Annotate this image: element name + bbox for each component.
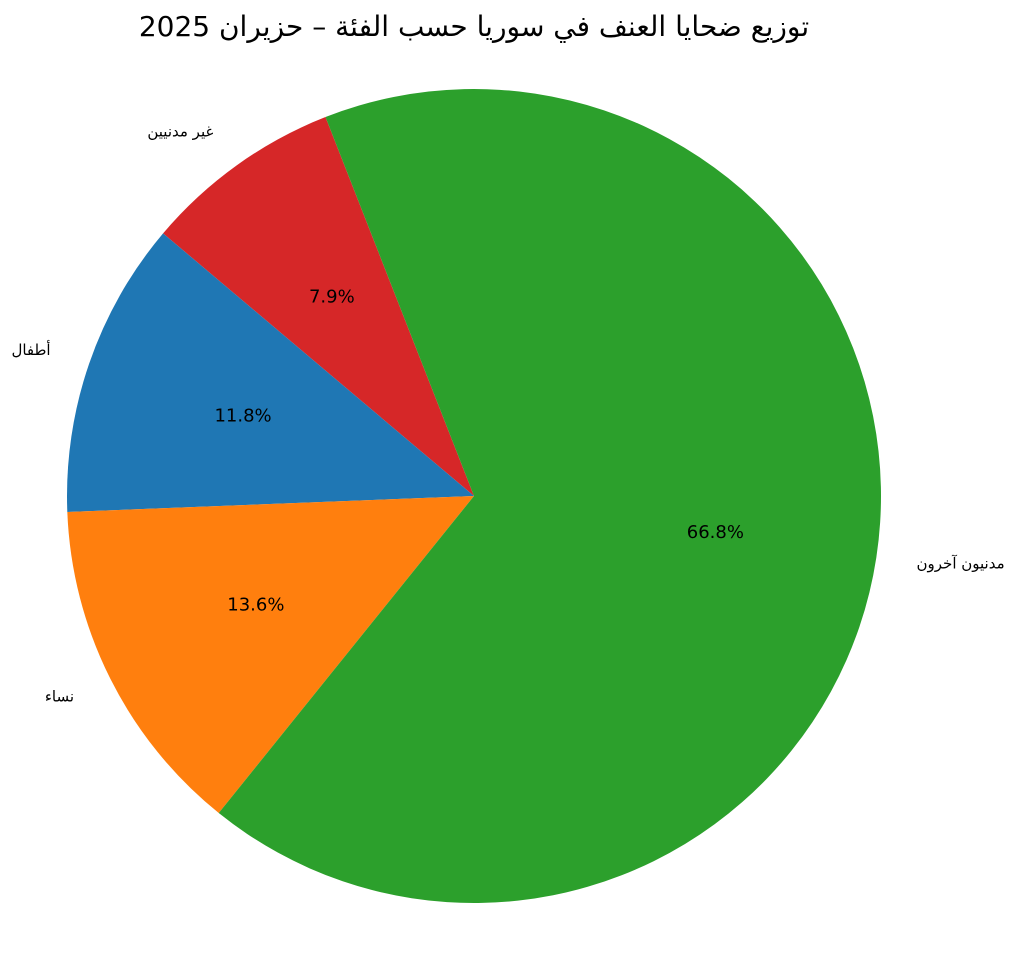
value-label: 11.8%	[214, 406, 271, 427]
slice-label: أطفال	[11, 340, 50, 359]
slice-label: نساء	[45, 688, 74, 706]
pie-slice	[163, 117, 474, 497]
pie-slice	[218, 88, 882, 903]
value-label: 13.6%	[227, 595, 284, 616]
pie-slice	[66, 233, 474, 512]
pie-slice	[67, 496, 475, 814]
slice-label: مدنيون آخرون	[917, 554, 1005, 572]
value-label: 7.9%	[309, 286, 355, 307]
chart-title: توزيع ضحايا العنف في سوريا حسب الفئة – ح…	[139, 10, 809, 43]
value-label: 66.8%	[687, 522, 744, 543]
slice-label: غير مدنيين	[147, 123, 213, 141]
